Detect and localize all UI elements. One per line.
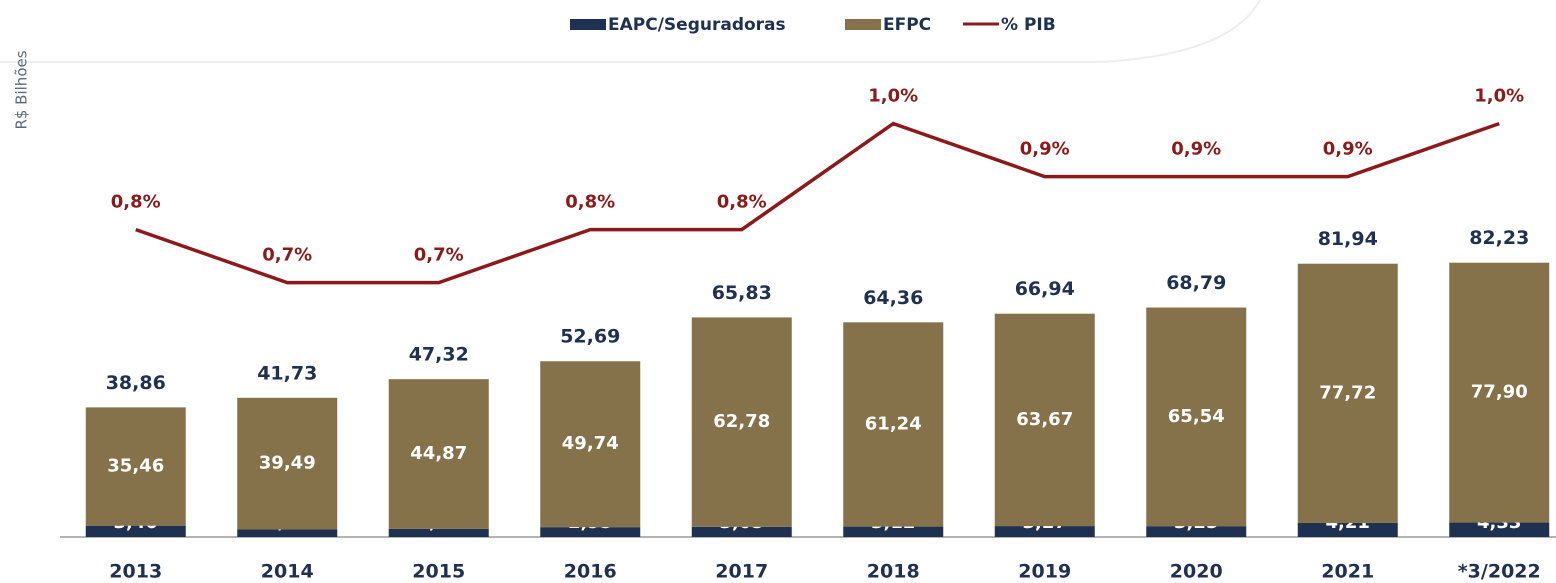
line-value-label: 0,7% [262,245,312,266]
line-value-label: 1,0% [1474,86,1524,107]
bar-segment [388,379,489,529]
total-label: 52,69 [560,326,620,348]
bar-segment [691,317,792,527]
line-value-label: 0,8% [565,192,615,213]
bar-value-label: 61,24 [865,413,922,434]
line-value-label: 0,9% [1171,139,1221,160]
x-tick-label: 2014 [261,561,314,583]
bar-segment [388,528,489,537]
bar-segment [1146,307,1247,527]
bar-segment [1146,526,1247,537]
x-tick-label: 2016 [564,561,617,583]
bar-segment [237,397,338,530]
x-tick-label: 2017 [715,561,768,583]
line-value-label: 0,8% [111,192,161,213]
x-tick-label: 2018 [867,561,920,583]
x-tick-label: 2015 [412,561,465,583]
bar-value-label: 77,90 [1471,382,1528,403]
total-label: 41,73 [257,362,317,384]
bar-value-label: 35,46 [107,456,164,477]
bar-segment [691,526,792,537]
line [135,121,1500,285]
x-tick-label: 2020 [1170,561,1223,583]
bar-segment [85,407,186,526]
total-label: 68,79 [1166,272,1226,294]
bar-value-label: 49,74 [562,433,619,454]
line-value-label: 0,8% [717,192,767,213]
x-tick-label: 2013 [109,561,162,583]
bar-segment [540,361,641,528]
background-arc [0,0,1261,63]
bar-value-label: 62,78 [713,411,770,432]
total-label: 38,86 [106,372,166,394]
x-tick-label: *3/2022 [1458,561,1541,583]
line-value-label: 0,9% [1323,139,1373,160]
line-value-label: 0,7% [414,245,464,266]
bar-value-label: 65,54 [1168,406,1225,427]
bar-segment [1449,522,1550,537]
bar-segment [1297,263,1398,523]
bar-segment [843,526,944,537]
total-label: 82,23 [1469,227,1529,249]
bar-segment [994,526,1095,537]
bar-segment [1449,262,1550,523]
legend-label: EFPC [883,15,931,35]
bar-value-label: 77,72 [1319,382,1376,403]
line-value-label: 1,0% [868,86,918,107]
bar-segment [994,313,1095,527]
legend-swatch [570,19,606,30]
legend-swatch [845,19,881,30]
total-label: 81,94 [1318,228,1378,250]
total-label: 47,32 [409,344,469,366]
x-tick-label: 2021 [1321,561,1374,583]
y-axis-label: R$ Bilhões [13,50,31,129]
bar-segment [540,527,641,537]
legend-label: EAPC/Seguradoras [608,15,786,35]
bar-segment [85,525,186,537]
bar-segment [1297,522,1398,537]
total-label: 64,36 [863,287,923,309]
total-label: 66,94 [1015,278,1075,300]
legend-label: % PIB [1001,15,1056,35]
bar-value-label: 39,49 [259,453,316,474]
total-label: 65,83 [712,282,772,304]
bar-value-label: 63,67 [1016,409,1073,430]
line-value-label: 0,9% [1020,139,1070,160]
bar-segment [843,322,944,527]
x-tick-label: 2019 [1018,561,1071,583]
bar-segment [237,529,338,537]
bar-value-label: 44,87 [410,443,467,464]
